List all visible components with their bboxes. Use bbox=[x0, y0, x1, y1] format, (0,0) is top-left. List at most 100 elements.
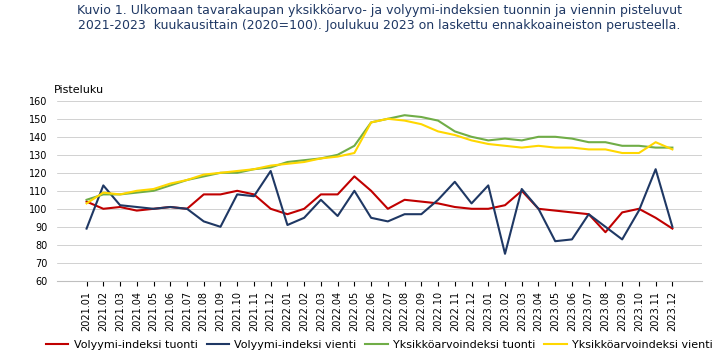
Line: Volyymi-indeksi tuonti: Volyymi-indeksi tuonti bbox=[87, 176, 672, 232]
Yksikköarvoindeksi tuonti bbox=[316, 156, 325, 161]
Volyymi-indeksi vienti bbox=[116, 203, 125, 207]
Yksikköarvoindeksi tuonti bbox=[200, 174, 208, 179]
Volyymi-indeksi vienti bbox=[618, 237, 626, 242]
Yksikköarvoindeksi tuonti bbox=[652, 145, 660, 150]
Volyymi-indeksi tuonti bbox=[116, 205, 125, 209]
Yksikköarvoindeksi vienti bbox=[183, 178, 191, 182]
Yksikköarvoindeksi tuonti bbox=[233, 171, 241, 175]
Volyymi-indeksi vienti bbox=[300, 216, 309, 220]
Volyymi-indeksi vienti bbox=[149, 207, 158, 211]
Volyymi-indeksi vienti bbox=[350, 189, 359, 193]
Volyymi-indeksi vienti bbox=[283, 223, 291, 227]
Yksikköarvoindeksi tuonti bbox=[183, 178, 191, 182]
Yksikköarvoindeksi tuonti bbox=[534, 135, 543, 139]
Yksikköarvoindeksi tuonti bbox=[149, 189, 158, 193]
Volyymi-indeksi vienti bbox=[200, 219, 208, 224]
Yksikköarvoindeksi vienti bbox=[99, 190, 107, 195]
Volyymi-indeksi tuonti bbox=[166, 205, 175, 209]
Volyymi-indeksi tuonti bbox=[316, 192, 325, 197]
Yksikköarvoindeksi tuonti bbox=[484, 138, 493, 143]
Yksikköarvoindeksi vienti bbox=[450, 133, 459, 137]
Yksikköarvoindeksi vienti bbox=[500, 144, 509, 148]
Volyymi-indeksi tuonti bbox=[99, 207, 107, 211]
Yksikköarvoindeksi tuonti bbox=[618, 144, 626, 148]
Volyymi-indeksi tuonti bbox=[334, 192, 342, 197]
Volyymi-indeksi vienti bbox=[384, 219, 392, 224]
Volyymi-indeksi vienti bbox=[266, 169, 275, 173]
Volyymi-indeksi tuonti bbox=[384, 207, 392, 211]
Volyymi-indeksi tuonti bbox=[82, 199, 91, 204]
Volyymi-indeksi vienti bbox=[434, 198, 442, 202]
Yksikköarvoindeksi tuonti bbox=[266, 165, 275, 170]
Volyymi-indeksi vienti bbox=[500, 252, 509, 256]
Volyymi-indeksi vienti bbox=[417, 212, 425, 216]
Yksikköarvoindeksi vienti bbox=[400, 118, 409, 123]
Volyymi-indeksi vienti bbox=[634, 208, 643, 213]
Volyymi-indeksi vienti bbox=[250, 194, 258, 198]
Yksikköarvoindeksi tuonti bbox=[384, 117, 392, 121]
Volyymi-indeksi tuonti bbox=[484, 207, 493, 211]
Line: Volyymi-indeksi vienti: Volyymi-indeksi vienti bbox=[87, 169, 672, 254]
Yksikköarvoindeksi tuonti bbox=[99, 192, 107, 197]
Yksikköarvoindeksi tuonti bbox=[82, 198, 91, 202]
Yksikköarvoindeksi tuonti bbox=[216, 171, 225, 175]
Volyymi-indeksi tuonti bbox=[183, 207, 191, 211]
Volyymi-indeksi vienti bbox=[233, 192, 241, 197]
Yksikköarvoindeksi tuonti bbox=[367, 120, 375, 125]
Yksikköarvoindeksi vienti bbox=[468, 138, 476, 143]
Yksikköarvoindeksi vienti bbox=[132, 189, 141, 193]
Yksikköarvoindeksi vienti bbox=[534, 144, 543, 148]
Volyymi-indeksi tuonti bbox=[468, 207, 476, 211]
Yksikköarvoindeksi tuonti bbox=[283, 160, 291, 164]
Volyymi-indeksi tuonti bbox=[250, 192, 258, 197]
Yksikköarvoindeksi vienti bbox=[551, 145, 559, 150]
Yksikköarvoindeksi tuonti bbox=[434, 118, 442, 123]
Volyymi-indeksi vienti bbox=[668, 225, 677, 229]
Yksikköarvoindeksi vienti bbox=[266, 163, 275, 168]
Volyymi-indeksi tuonti bbox=[266, 207, 275, 211]
Volyymi-indeksi tuonti bbox=[652, 216, 660, 220]
Volyymi-indeksi vienti bbox=[183, 207, 191, 211]
Volyymi-indeksi vienti bbox=[568, 237, 576, 242]
Line: Yksikköarvoindeksi vienti: Yksikköarvoindeksi vienti bbox=[87, 119, 672, 203]
Yksikköarvoindeksi tuonti bbox=[634, 144, 643, 148]
Volyymi-indeksi vienti bbox=[367, 216, 375, 220]
Yksikköarvoindeksi tuonti bbox=[116, 192, 125, 197]
Volyymi-indeksi tuonti bbox=[601, 230, 610, 234]
Volyymi-indeksi vienti bbox=[518, 187, 526, 191]
Yksikköarvoindeksi vienti bbox=[518, 145, 526, 150]
Yksikköarvoindeksi vienti bbox=[166, 181, 175, 186]
Volyymi-indeksi tuonti bbox=[200, 192, 208, 197]
Yksikköarvoindeksi tuonti bbox=[334, 153, 342, 157]
Volyymi-indeksi vienti bbox=[534, 207, 543, 211]
Volyymi-indeksi vienti bbox=[484, 183, 493, 188]
Volyymi-indeksi tuonti bbox=[149, 207, 158, 211]
Volyymi-indeksi vienti bbox=[99, 183, 107, 188]
Yksikköarvoindeksi vienti bbox=[367, 120, 375, 125]
Line: Yksikköarvoindeksi tuonti: Yksikköarvoindeksi tuonti bbox=[87, 115, 672, 200]
Volyymi-indeksi tuonti bbox=[367, 189, 375, 193]
Volyymi-indeksi vienti bbox=[468, 201, 476, 206]
Volyymi-indeksi vienti bbox=[400, 212, 409, 216]
Yksikköarvoindeksi tuonti bbox=[350, 144, 359, 148]
Volyymi-indeksi tuonti bbox=[283, 212, 291, 216]
Yksikköarvoindeksi tuonti bbox=[668, 145, 677, 150]
Yksikköarvoindeksi tuonti bbox=[450, 129, 459, 134]
Yksikköarvoindeksi vienti bbox=[250, 167, 258, 171]
Volyymi-indeksi tuonti bbox=[400, 198, 409, 202]
Legend: Volyymi-indeksi tuonti, Volyymi-indeksi vienti, Yksikköarvoindeksi tuonti, Yksik: Volyymi-indeksi tuonti, Volyymi-indeksi … bbox=[42, 336, 716, 355]
Volyymi-indeksi vienti bbox=[132, 205, 141, 209]
Yksikköarvoindeksi tuonti bbox=[518, 138, 526, 143]
Volyymi-indeksi vienti bbox=[584, 212, 593, 216]
Volyymi-indeksi vienti bbox=[216, 225, 225, 229]
Volyymi-indeksi tuonti bbox=[551, 208, 559, 213]
Yksikköarvoindeksi tuonti bbox=[300, 158, 309, 162]
Yksikköarvoindeksi vienti bbox=[82, 201, 91, 206]
Volyymi-indeksi vienti bbox=[652, 167, 660, 171]
Yksikköarvoindeksi tuonti bbox=[250, 167, 258, 171]
Yksikköarvoindeksi tuonti bbox=[584, 140, 593, 144]
Volyymi-indeksi tuonti bbox=[634, 207, 643, 211]
Text: Kuvio 1. Ulkomaan tavarakaupan yksikköarvo- ja volyymi-indeksien tuonnin ja vien: Kuvio 1. Ulkomaan tavarakaupan yksikköar… bbox=[77, 4, 682, 32]
Volyymi-indeksi tuonti bbox=[434, 201, 442, 206]
Volyymi-indeksi tuonti bbox=[518, 189, 526, 193]
